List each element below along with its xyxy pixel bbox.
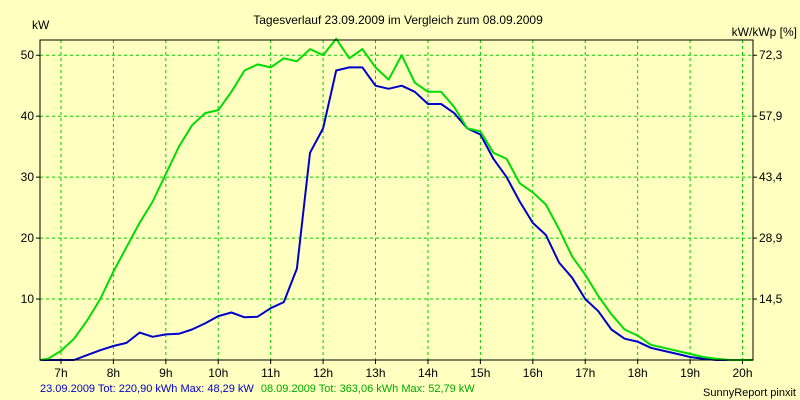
left-y-axis: 10 20 30 40 50 — [21, 48, 40, 306]
y-left-tick-label-4: 50 — [21, 48, 35, 62]
x-tick-label-4: 11h — [261, 366, 280, 380]
legend-series-08-09: 08.09.2009 Tot: 363,06 kWh Max: 52,79 kW — [261, 383, 475, 395]
plot-area — [39, 39, 754, 361]
footer-summary: 23.09.2009 Tot: 220,90 kWh Max: 48,29 kW… — [40, 383, 475, 395]
y-right-tick-label-0: 14,5 — [759, 292, 783, 306]
y-left-tick-label-3: 40 — [21, 109, 35, 123]
x-tick-label-5: 12h — [313, 366, 333, 380]
x-tick-label-2: 9h — [159, 366, 172, 380]
x-tick-label-13: 20h — [732, 366, 752, 380]
x-tick-label-12: 19h — [680, 366, 700, 380]
y-right-tick-label-2: 43,4 — [759, 170, 783, 184]
x-tick-label-10: 17h — [575, 366, 595, 380]
x-tick-label-8: 15h — [470, 366, 490, 380]
x-tick-label-9: 16h — [523, 366, 543, 380]
series-line-08-09-2009 — [39, 37, 753, 361]
credit-label: SunnyReport pinxit — [703, 387, 796, 399]
y-left-tick-label-2: 30 — [21, 170, 35, 184]
right-y-axis: 14,5 28,9 43,4 57,9 72,3 — [753, 48, 783, 306]
x-tick-label-0: 7h — [54, 366, 67, 380]
series-line-23-09-2009 — [40, 66, 753, 361]
chart-title: Tagesverlauf 23.09.2009 im Vergleich zum… — [253, 13, 543, 27]
x-tick-label-3: 10h — [208, 366, 228, 380]
legend-series-23-09: 23.09.2009 Tot: 220,90 kWh Max: 48,29 kW — [40, 383, 254, 395]
plot-frame — [39, 39, 754, 361]
x-tick-label-7: 14h — [418, 366, 438, 380]
series-lines — [39, 37, 753, 361]
x-tick-label-6: 13h — [366, 366, 386, 380]
y-right-tick-label-3: 57,9 — [759, 109, 783, 123]
grid-lines — [40, 40, 753, 360]
x-tick-label-11: 18h — [628, 366, 648, 380]
right-axis-unit-label: kW/kWp [%] — [732, 25, 797, 39]
x-axis: 7h 8h 9h 10h 11h 12h 13h 14h 15h 16h 17h 18h 19h 20h — [54, 360, 753, 380]
left-axis-unit-label: kW — [32, 18, 50, 32]
y-right-tick-label-4: 72,3 — [759, 48, 783, 62]
y-left-tick-label-1: 20 — [21, 231, 35, 245]
y-left-tick-label-0: 10 — [21, 292, 35, 306]
x-tick-label-1: 8h — [107, 366, 120, 380]
y-right-tick-label-1: 28,9 — [759, 231, 783, 245]
